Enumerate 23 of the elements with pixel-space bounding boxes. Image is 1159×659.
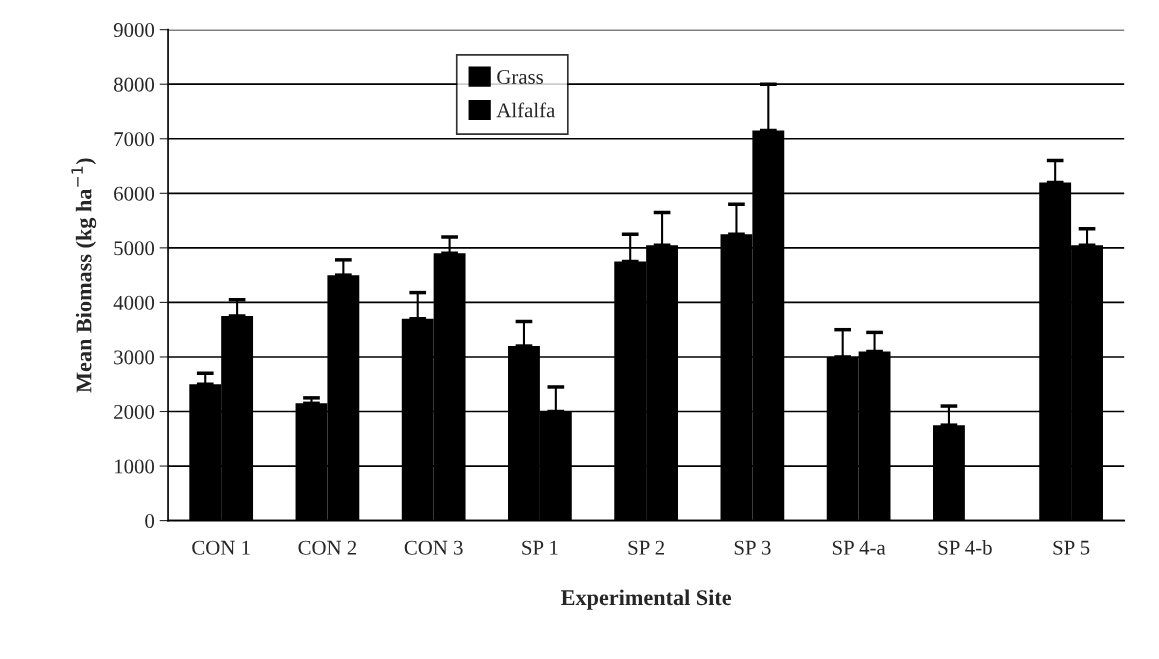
x-tick-label: SP 4-b [938, 540, 992, 555]
y-tick-label: 4000 [113, 295, 155, 310]
x-tick-label: SP 2 [628, 540, 664, 555]
x-tick-label: SP 3 [734, 540, 771, 555]
legend-label: Alfalfa [496, 102, 556, 118]
x-tick-label: SP 1 [522, 540, 558, 555]
x-tick-label: SP 5 [1053, 540, 1090, 555]
x-tick-label: CON 3 [404, 540, 463, 555]
x-tick-label: CON 1 [192, 540, 250, 555]
y-tick-label: 6000 [114, 186, 155, 201]
x-tick-label: SP 4-a [832, 540, 886, 555]
x-axis-title: Experimental Site [561, 589, 732, 610]
y-tick-label: 1000 [115, 459, 155, 474]
y-tick-label: 3000 [114, 350, 155, 365]
y-tick-label: 8000 [113, 77, 155, 92]
y-tick-label: 0 [145, 513, 155, 529]
y-axis-title: Mean Biomass (kg ha$^{−1}$) [71, 158, 97, 393]
y-tick-label: 2000 [114, 404, 155, 419]
legend-label: Grass [497, 69, 544, 84]
x-tick-label: CON 2 [298, 540, 357, 555]
y-tick-label: 7000 [114, 132, 155, 147]
y-tick-label: 5000 [114, 241, 155, 256]
y-tick-label: 9000 [113, 23, 155, 38]
